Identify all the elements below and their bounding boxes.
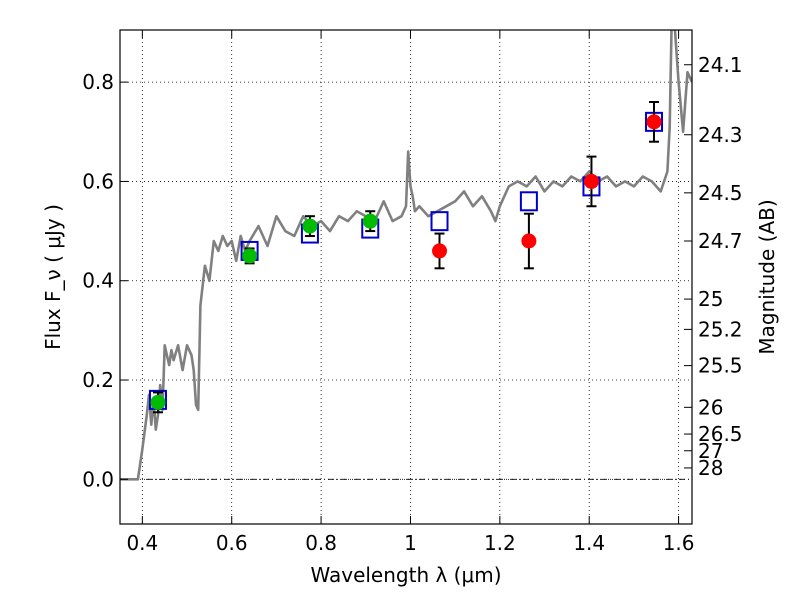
plot-frame — [119, 29, 693, 525]
right-tick-label: 24.5 — [698, 181, 743, 205]
right-tick-label: 25 — [698, 287, 723, 311]
right-tick-label: 26 — [698, 395, 723, 419]
data-layer — [120, 30, 692, 481]
y-axis-title: Flux F_ν ( μJy ) — [41, 204, 65, 350]
x-tick-label: 0.4 — [126, 531, 158, 555]
observed-point — [432, 243, 448, 259]
right-axis-title: Magnitude (AB) — [755, 199, 779, 354]
right-tick-label: 26.5 — [698, 422, 743, 446]
observed-point — [646, 114, 662, 130]
x-tick-label: 1.4 — [573, 531, 605, 555]
right-tick-label: 24.7 — [698, 229, 743, 253]
right-tick-label: 28 — [698, 456, 723, 480]
y-tick-label: 0.0 — [82, 467, 114, 491]
x-tick-label: 1 — [404, 531, 417, 555]
observed-point — [242, 248, 258, 264]
plot-area — [120, 30, 692, 524]
y-tick-label: 0.4 — [82, 269, 114, 293]
right-tick-label: 24.1 — [698, 53, 743, 77]
model-square — [430, 211, 449, 232]
x-tick-label: 0.6 — [216, 531, 248, 555]
right-tick-label: 24.3 — [698, 123, 743, 147]
y-tick-label: 0.2 — [82, 368, 114, 392]
right-tick-label: 25.5 — [698, 354, 743, 378]
observed-point — [302, 218, 318, 234]
x-tick-label: 0.8 — [305, 531, 337, 555]
y-tick-label: 0.8 — [82, 70, 114, 94]
model-square — [519, 191, 538, 212]
x-tick-label: 1.6 — [663, 531, 695, 555]
ticks: 0.4 0.6 0.8 1 1.2 1.4 1.6 0.0 0.2 0.4 0.6 0.8 24.1 24… — [82, 30, 743, 555]
x-axis-title: Wavelength λ (μm) — [310, 563, 501, 587]
observed-point — [150, 394, 166, 410]
observed-point — [521, 233, 537, 249]
right-tick-label: 27 — [698, 439, 723, 463]
right-tick-label: 25.2 — [698, 317, 743, 341]
observed-point — [362, 213, 378, 229]
y-tick-label: 0.6 — [82, 169, 114, 193]
x-tick-label: 1.2 — [484, 531, 516, 555]
observed-point — [583, 173, 599, 189]
